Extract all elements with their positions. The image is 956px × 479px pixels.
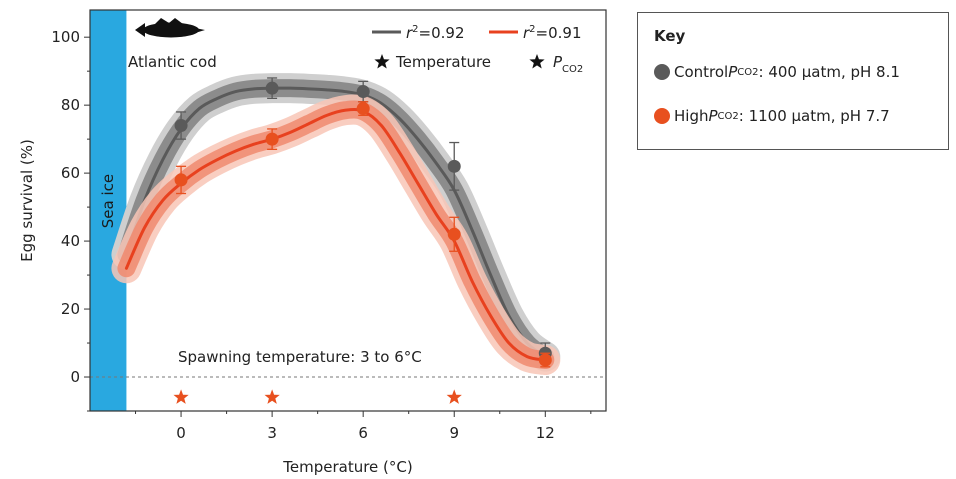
- high-data-point: [538, 353, 552, 367]
- key-box: Key Control P CO2: 400 µatm, pH 8.1 High …: [637, 12, 949, 150]
- high-data-point: [447, 227, 461, 241]
- sea-ice-band: [90, 10, 127, 411]
- key-control-p: P: [728, 63, 738, 81]
- x-axis-label: Temperature (°C): [282, 458, 412, 476]
- high-legend-r2: r2=0.91: [523, 24, 582, 42]
- pco2-significance-star: [173, 389, 189, 404]
- control-data-point: [174, 119, 188, 133]
- key-control-prefix: Control: [674, 63, 729, 81]
- key-row-control: Control P CO2: 400 µatm, pH 8.1: [654, 63, 900, 81]
- y-axis-label: Egg survival (%): [18, 139, 36, 262]
- control-legend-r2: r2=0.92: [406, 24, 465, 42]
- x-tick-label: 9: [449, 424, 459, 442]
- species-label: Atlantic cod: [128, 53, 217, 71]
- y-tick-label: 0: [70, 368, 80, 386]
- y-tick-label: 100: [51, 28, 80, 46]
- fish-head-icon: [195, 28, 205, 33]
- pco2-star-legend-label: PCO2: [553, 53, 583, 75]
- temperature-star-legend-icon: [374, 54, 390, 69]
- key-high-sub: CO2: [717, 110, 739, 122]
- key-title: Key: [654, 27, 686, 45]
- key-control-sub: CO2: [737, 66, 759, 78]
- high-data-point: [174, 173, 188, 187]
- x-tick-label: 12: [536, 424, 555, 442]
- control-data-point: [265, 81, 279, 95]
- y-tick-label: 40: [61, 232, 80, 250]
- control-fit-line: [124, 86, 547, 359]
- control-data-point: [356, 85, 370, 99]
- high-dot-icon: [654, 108, 670, 124]
- key-control-suffix: : 400 µatm, pH 8.1: [758, 63, 900, 81]
- y-tick-label: 80: [61, 96, 80, 114]
- cod-fish-icon: [135, 18, 205, 38]
- control-dot-icon: [654, 64, 670, 80]
- temperature-star-legend-label: Temperature: [395, 53, 491, 71]
- key-row-high: High P CO2: 1100 µatm, pH 7.7: [654, 107, 890, 125]
- high-data-point: [356, 102, 370, 116]
- y-tick-label: 60: [61, 164, 80, 182]
- survival-chart: Sea ice 0 20 40 60 80 100 0 3 6 9 12 Temperature (°C…: [18, 9, 607, 476]
- fish-body-icon: [143, 22, 199, 38]
- spawning-annotation: Spawning temperature: 3 to 6°C: [178, 348, 422, 366]
- plot-frame: [89, 9, 607, 412]
- y-tick-label: 20: [61, 300, 80, 318]
- pco2-significance-star: [446, 389, 462, 404]
- key-high-prefix: High: [674, 107, 709, 125]
- pco2-star-legend-icon: [529, 54, 545, 69]
- sea-ice-label: Sea ice: [99, 174, 117, 228]
- pco2-significance-star: [264, 389, 280, 404]
- fish-tail-icon: [135, 23, 145, 37]
- fish-fin-icon: [155, 18, 183, 24]
- high-data-point: [265, 132, 279, 146]
- curves-group: [111, 73, 561, 376]
- x-tick-label: 0: [176, 424, 186, 442]
- x-tick-label: 3: [267, 424, 277, 442]
- x-tick-label: 6: [358, 424, 368, 442]
- high-fit-line: [124, 108, 547, 362]
- key-high-suffix: : 1100 µatm, pH 7.7: [738, 107, 890, 125]
- control-data-point: [447, 159, 461, 173]
- plot-area: Sea ice 0 20 40 60 80 100 0 3 6 9 12 Temperature (°C…: [18, 9, 607, 476]
- key-high-p: P: [708, 107, 718, 125]
